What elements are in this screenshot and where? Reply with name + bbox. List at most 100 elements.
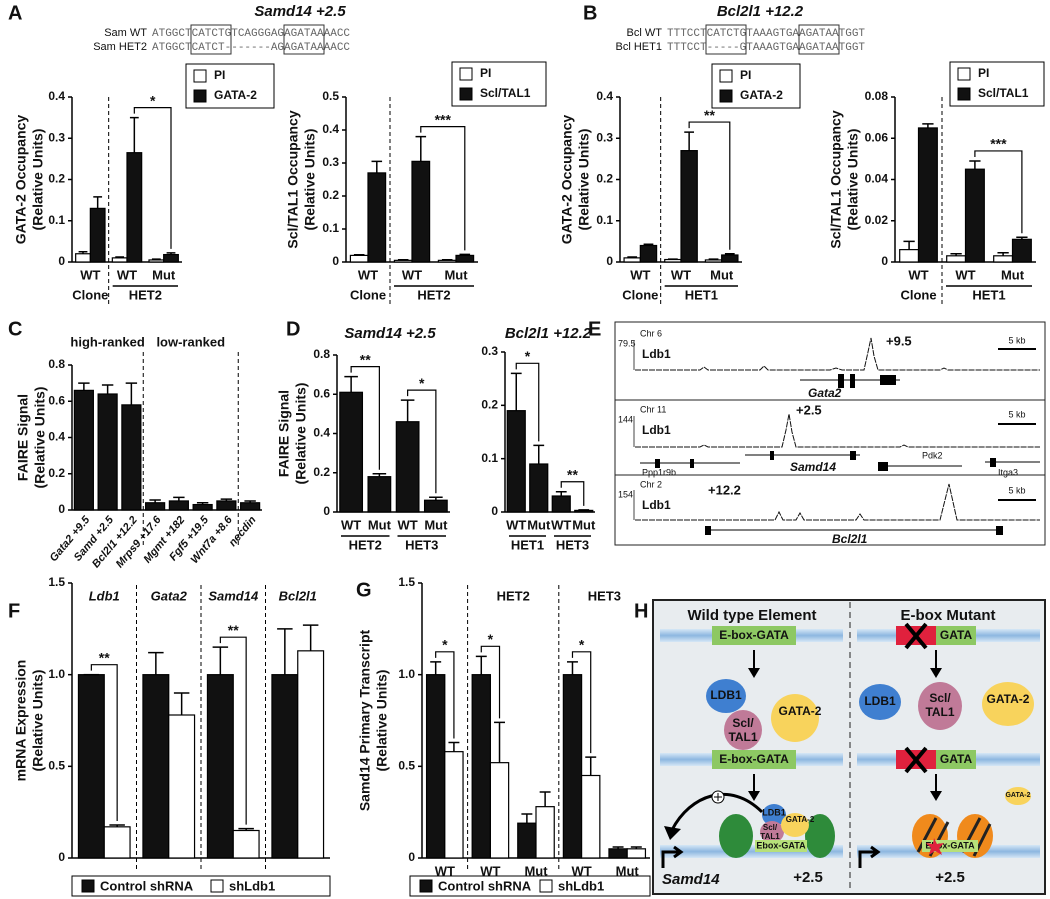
- error-bar: [400, 399, 415, 422]
- ldb1-protein: [706, 679, 746, 713]
- group-label: HET1: [511, 537, 544, 552]
- x-tick-label: WT: [506, 517, 526, 532]
- bar: [111, 257, 128, 263]
- protein-label: GATA-2: [786, 815, 815, 824]
- bar: [517, 822, 537, 859]
- gene-label: Samd14: [662, 871, 720, 888]
- panel-label: D: [286, 318, 300, 340]
- bar: [1011, 238, 1032, 263]
- y-tick-label: 0: [58, 850, 65, 864]
- significance-label: *: [488, 631, 494, 647]
- group-label: Clone: [900, 287, 936, 302]
- element-label: GATA: [940, 628, 973, 642]
- y-tick-label: 0: [408, 850, 415, 864]
- y-tick-label: 0: [58, 502, 65, 516]
- legend-swatch: [957, 67, 971, 81]
- x-tick-label: Mut: [524, 863, 548, 878]
- exon: [705, 526, 711, 535]
- x-tick-label: WT: [571, 863, 591, 878]
- legend-label: GATA-2: [214, 88, 257, 102]
- bar: [216, 500, 237, 511]
- gene-label: Pdk2: [922, 450, 943, 460]
- scale-label: 5 kb: [1008, 335, 1025, 345]
- bar: [103, 826, 131, 859]
- mutation-mark: [904, 622, 928, 650]
- legend-swatch: [719, 69, 733, 83]
- legend-label: shLdb1: [558, 878, 604, 893]
- x-tick-label: Mut: [424, 517, 448, 532]
- element-box: [712, 750, 796, 769]
- significance-label: ***: [990, 136, 1007, 152]
- x-tick-label: WT: [117, 267, 137, 282]
- protein-label: TAL1: [760, 832, 780, 841]
- scale-label: 5 kb: [1008, 485, 1025, 495]
- legend-swatch: [459, 87, 473, 101]
- column-title: E-box Mutant: [901, 607, 996, 624]
- track-name: Ldb1: [642, 423, 671, 437]
- group-label: HET2: [349, 537, 382, 552]
- y-tick-label: 0.2: [313, 465, 330, 479]
- bar: [148, 259, 165, 263]
- sequence-name: Bcl WT: [627, 27, 663, 39]
- y-axis-label: (Relative Units): [30, 670, 46, 772]
- x-tick-label: Mut: [1001, 267, 1025, 282]
- nucleosome: [805, 814, 835, 858]
- tss-arrow: [858, 845, 881, 868]
- legend-swatch: [193, 69, 207, 83]
- y-tick-label: 0: [881, 254, 888, 268]
- legend-swatch: [193, 89, 207, 103]
- arrowhead: [930, 791, 942, 801]
- group-label: Clone: [72, 287, 108, 302]
- y-tick-label: 0.2: [481, 398, 498, 412]
- error-bar: [149, 499, 161, 503]
- element-box: [936, 626, 976, 645]
- sequence: TTTCCT-----GTAAAGTGAAGATAATGGT: [667, 42, 865, 54]
- error-bar: [578, 509, 590, 511]
- y-tick-label: 0.4: [313, 426, 330, 440]
- bar: [423, 499, 448, 513]
- exon: [770, 451, 774, 460]
- significance-bracket: [407, 389, 437, 494]
- group-label: HET1: [972, 287, 1005, 302]
- gata2-protein: [1005, 787, 1031, 805]
- mutation-mark: [904, 746, 928, 774]
- bar: [580, 774, 601, 859]
- group-label: Clone: [622, 287, 658, 302]
- legend-label: PI: [740, 68, 751, 82]
- gene-label: Ppp1r9b: [642, 467, 676, 477]
- x-tick-label: WT: [480, 863, 500, 878]
- motif-box: [283, 24, 325, 55]
- error-bar: [997, 251, 1009, 256]
- bar: [506, 410, 526, 513]
- significance-bracket: [515, 362, 540, 442]
- arrowhead: [664, 826, 681, 840]
- protein-label: TAL1: [728, 730, 757, 744]
- protein-label: LDB1: [710, 688, 742, 702]
- y-tick-label: 0.2: [596, 172, 613, 186]
- significance-label: *: [419, 375, 425, 391]
- error-bar: [238, 827, 254, 831]
- significance-bracket: [219, 636, 247, 825]
- bar: [271, 674, 299, 859]
- y-tick-label: 0.2: [48, 172, 65, 186]
- error-bar: [353, 253, 365, 256]
- legend-label: GATA-2: [740, 88, 783, 102]
- y-tick-label: 0.5: [48, 759, 65, 773]
- legend-label: PI: [214, 68, 225, 82]
- x-tick-label: Gata2: [151, 588, 188, 603]
- site-label: +2.5: [935, 869, 965, 886]
- bar: [75, 253, 91, 263]
- error-bar: [101, 384, 114, 394]
- y-axis-label: FAIRE Signal: [276, 390, 292, 477]
- significance-bracket: [133, 107, 172, 249]
- error-bar: [643, 243, 654, 246]
- bar: [168, 714, 196, 859]
- error-bar: [510, 372, 522, 411]
- error-bar: [441, 258, 453, 261]
- legend-frame: [71, 875, 331, 897]
- exon: [880, 375, 896, 385]
- bar: [639, 244, 658, 263]
- legend-swatch: [210, 879, 224, 893]
- element-label: GATA: [940, 752, 973, 766]
- chart-title: Samd14 +2.5: [344, 325, 436, 342]
